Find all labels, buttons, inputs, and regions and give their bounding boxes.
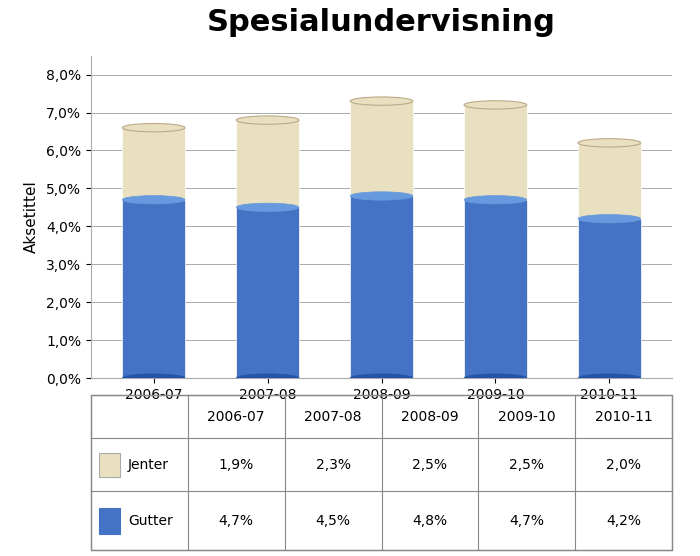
Ellipse shape — [464, 374, 527, 383]
Ellipse shape — [464, 101, 527, 109]
Ellipse shape — [350, 192, 413, 200]
Ellipse shape — [122, 123, 185, 132]
Text: 4,7%: 4,7% — [218, 514, 253, 528]
Bar — [350, 101, 413, 196]
FancyBboxPatch shape — [99, 508, 120, 534]
Bar — [578, 143, 640, 219]
Ellipse shape — [578, 215, 640, 223]
Ellipse shape — [122, 374, 185, 383]
Text: 4,5%: 4,5% — [316, 514, 351, 528]
Bar — [464, 105, 527, 200]
FancyBboxPatch shape — [99, 453, 120, 476]
Y-axis label: Aksetittel: Aksetittel — [25, 181, 39, 253]
Text: 2,3%: 2,3% — [316, 458, 351, 472]
Text: 4,7%: 4,7% — [510, 514, 545, 528]
Text: 2010-11: 2010-11 — [595, 410, 652, 424]
Bar — [464, 200, 527, 378]
Bar — [237, 207, 299, 378]
Text: 2,5%: 2,5% — [412, 458, 447, 472]
Text: Gutter: Gutter — [128, 514, 172, 528]
Bar — [578, 219, 640, 378]
Text: 2006-07: 2006-07 — [207, 410, 265, 424]
Ellipse shape — [350, 97, 413, 105]
Bar — [237, 120, 299, 207]
Bar — [350, 196, 413, 378]
Title: Spesialundervisning: Spesialundervisning — [207, 8, 556, 37]
Ellipse shape — [237, 374, 299, 383]
Ellipse shape — [122, 196, 185, 204]
Text: 2009-10: 2009-10 — [498, 410, 556, 424]
Text: 2,5%: 2,5% — [510, 458, 545, 472]
Bar — [122, 200, 185, 378]
Ellipse shape — [578, 374, 640, 383]
Ellipse shape — [464, 196, 527, 204]
Text: 2008-09: 2008-09 — [401, 410, 458, 424]
Ellipse shape — [578, 138, 640, 147]
Text: 1,9%: 1,9% — [218, 458, 254, 472]
Text: 4,2%: 4,2% — [606, 514, 641, 528]
Bar — [122, 128, 185, 200]
Text: 2007-08: 2007-08 — [304, 410, 362, 424]
Text: 4,8%: 4,8% — [412, 514, 447, 528]
Ellipse shape — [237, 203, 299, 211]
Text: 2,0%: 2,0% — [606, 458, 641, 472]
Text: Jenter: Jenter — [128, 458, 169, 472]
Ellipse shape — [350, 374, 413, 383]
Ellipse shape — [237, 116, 299, 125]
